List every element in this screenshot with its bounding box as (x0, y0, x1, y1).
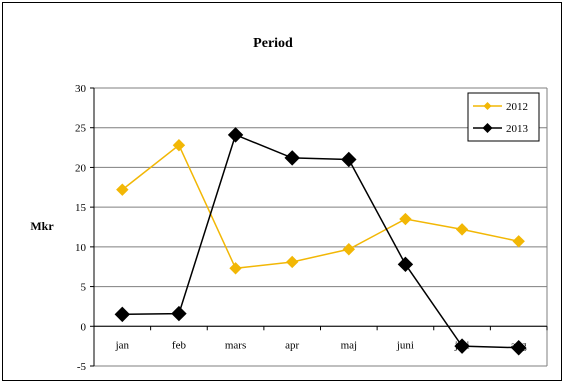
y-tick-label: 25 (75, 123, 87, 135)
data-point (399, 212, 412, 226)
y-tick-label: -5 (77, 361, 87, 373)
series-line (121, 144, 519, 270)
chart-title: Period (253, 36, 293, 51)
legend-label: 2013 (506, 123, 529, 135)
y-tick-label: 10 (75, 242, 87, 254)
legend-box (467, 92, 540, 142)
data-point (455, 223, 469, 236)
axes (90, 87, 548, 367)
data-point (341, 151, 357, 168)
legend-marker (482, 123, 493, 133)
y-tick-label: 30 (75, 83, 87, 95)
data-point (229, 262, 242, 275)
legend: 2012 2013 (467, 92, 540, 142)
y-tick-label: 20 (75, 162, 87, 174)
data-point (114, 306, 131, 323)
data-point (342, 243, 356, 256)
data-point (284, 150, 300, 166)
x-tick-label: apr (285, 339, 299, 351)
chart-frame (2, 2, 562, 381)
x-tick-label: maj (341, 339, 358, 351)
data-point (172, 138, 186, 152)
x-tick-label: mars (225, 339, 246, 351)
x-tick-label: juni (396, 339, 414, 351)
x-tick-label: jan (115, 339, 130, 351)
series-2013 (114, 127, 527, 356)
y-tick-label: 15 (75, 202, 87, 214)
y-tick-labels: -5 0 5 10 15 20 25 30 (75, 83, 87, 373)
y-tick-label: 0 (81, 321, 87, 333)
data-point (512, 235, 525, 248)
data-point (285, 255, 299, 269)
x-tick-label: feb (172, 339, 187, 351)
data-point (397, 256, 414, 273)
legend-marker (483, 102, 492, 110)
data-point (510, 340, 527, 356)
data-point (454, 338, 470, 354)
y-tick-label: 5 (81, 282, 87, 294)
series-layer (114, 127, 527, 356)
series-line (122, 133, 519, 349)
data-point (227, 127, 244, 143)
legend-label: 2012 (506, 101, 528, 113)
data-point (171, 305, 187, 322)
y-axis-label: Mkr (30, 219, 54, 233)
data-point (116, 183, 129, 196)
series-2012 (116, 138, 525, 275)
